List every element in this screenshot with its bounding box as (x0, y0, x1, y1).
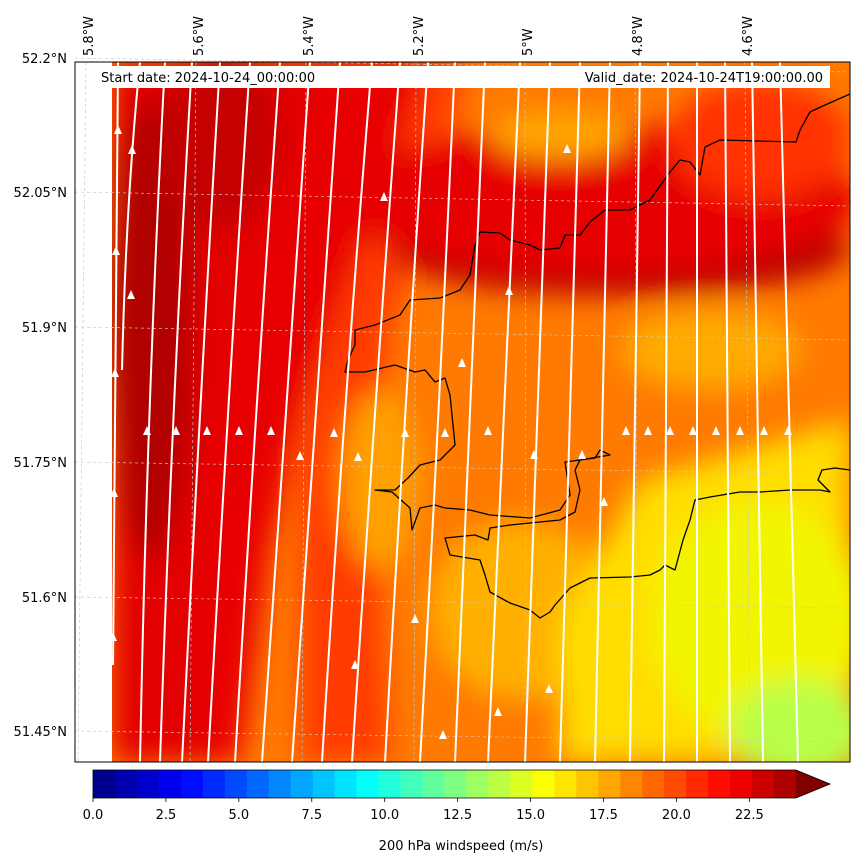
colorbar-swatch (268, 770, 292, 798)
longitude-labels: 5.8°W 5.6°W 5.4°W 5.2°W 5°W 4.8°W 4.6°W (82, 16, 756, 56)
valid-date-label: Valid_date: 2024-10-24T19:00:00.00 (585, 71, 823, 86)
colorbar-swatch (290, 770, 314, 798)
colorbar-swatch (246, 770, 270, 798)
lon-label: 5.6°W (192, 16, 207, 56)
start-date-label: Start date: 2024-10-24_00:00:00 (101, 71, 315, 86)
colorbar-tick-label: 5.0 (229, 808, 250, 823)
colorbar-swatch (774, 770, 797, 798)
colorbar-swatch (224, 770, 248, 798)
colorbar-swatch (466, 770, 490, 798)
colorbar-swatch (158, 770, 182, 798)
colorbar-swatch (488, 770, 512, 798)
lon-label: 4.6°W (741, 16, 756, 56)
colorbar-swatch (664, 770, 687, 798)
colorbar-tick-label: 7.5 (301, 808, 322, 823)
colorbar-swatch (642, 770, 665, 798)
colorbar-swatch (730, 770, 753, 798)
colorbar-swatches (93, 770, 797, 798)
colorbar: 0.0 2.5 5.0 7.5 10.0 12.5 15.0 17.5 20.0 22.5 200… (83, 769, 832, 854)
lat-label: 51.75°N (14, 456, 67, 471)
lon-label: 5.8°W (82, 16, 97, 56)
colorbar-tick-label: 2.5 (156, 808, 177, 823)
lon-label: 5°W (521, 28, 536, 56)
colorbar-swatch (378, 770, 402, 798)
graticule (74, 57, 851, 763)
colorbar-tick-label: 17.5 (589, 808, 618, 823)
lat-label: 51.6°N (22, 591, 67, 606)
colorbar-swatch (136, 770, 160, 798)
colorbar-tick-label: 10.0 (370, 808, 399, 823)
colorbar-swatch (620, 770, 643, 798)
colorbar-swatch (180, 770, 204, 798)
colorbar-swatch (532, 770, 555, 798)
colorbar-swatch (686, 770, 709, 798)
colorbar-swatch (334, 770, 358, 798)
lat-label: 52.2°N (22, 52, 67, 67)
colorbar-swatch (752, 770, 775, 798)
windspeed-field (112, 62, 850, 762)
colorbar-swatch (554, 770, 577, 798)
lon-label: 5.4°W (302, 16, 317, 56)
colorbar-tick-label: 12.5 (443, 808, 472, 823)
colorbar-swatch (598, 770, 621, 798)
colorbar-swatch (202, 770, 226, 798)
colorbar-label: 200 hPa windspeed (m/s) (379, 839, 544, 854)
colorbar-swatch (422, 770, 446, 798)
colorbar-swatch (93, 770, 116, 798)
colorbar-ticks: 0.0 2.5 5.0 7.5 10.0 12.5 15.0 17.5 20.0 22.5 (83, 798, 764, 823)
streamline-arrows (109, 125, 792, 739)
coastline (344, 93, 850, 619)
header-banner (96, 66, 830, 88)
lon-label: 5.2°W (412, 16, 427, 56)
colorbar-extend-arrow (796, 770, 830, 798)
colorbar-tick-label: 22.5 (735, 808, 764, 823)
colorbar-tick-label: 0.0 (83, 808, 104, 823)
latitude-labels: 52.2°N 52.05°N 51.9°N 51.75°N 51.6°N 51.… (14, 52, 67, 740)
colorbar-swatch (510, 770, 533, 798)
lat-label: 51.9°N (22, 321, 67, 336)
colorbar-swatch (356, 770, 380, 798)
lat-label: 52.05°N (14, 186, 67, 201)
colorbar-tick-label: 20.0 (662, 808, 691, 823)
colorbar-swatch (708, 770, 731, 798)
colorbar-swatch (114, 770, 138, 798)
map-border (74, 61, 851, 763)
colorbar-swatch (444, 770, 468, 798)
colorbar-swatch (576, 770, 599, 798)
streamlines (112, 62, 799, 762)
lat-label: 51.45°N (14, 725, 67, 740)
colorbar-tick-label: 15.0 (516, 808, 545, 823)
colorbar-outline (92, 769, 832, 799)
lon-label: 4.8°W (631, 16, 646, 56)
colorbar-swatch (400, 770, 424, 798)
colorbar-swatch (312, 770, 336, 798)
